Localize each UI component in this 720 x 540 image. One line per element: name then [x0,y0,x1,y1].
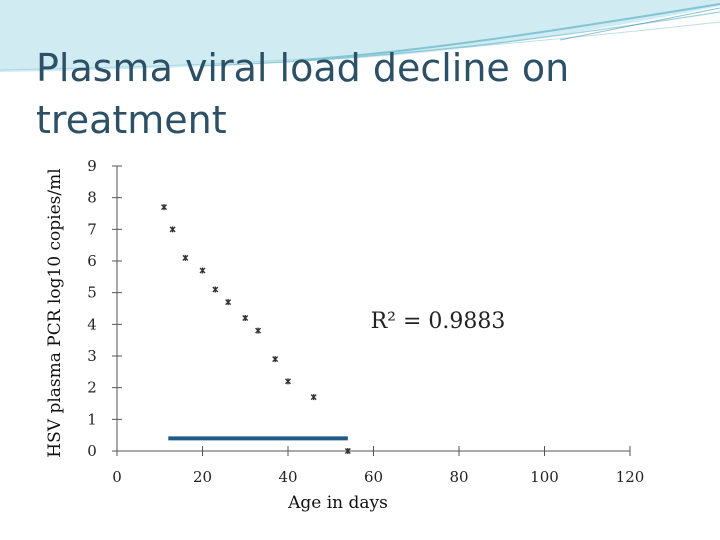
x-tick-label: 60 [364,468,383,486]
y-tick-label: 6 [87,252,97,270]
data-point [344,448,351,454]
y-tick-label: 5 [87,284,97,302]
data-point [161,204,168,211]
data-point [285,378,291,385]
data-point [169,226,176,233]
slide-header-banner [0,0,720,72]
data-point [182,254,189,261]
y-tick-label: 1 [87,410,97,428]
x-tick-label: 0 [112,468,122,486]
data-point [199,267,206,274]
x-axis-title: Age in days [287,493,388,513]
data-point [225,299,232,306]
y-tick-label: 7 [87,220,97,238]
x-tick-label: 100 [530,468,559,486]
chart-labels: Age in days HSV plasma PCR log10 copies/… [45,157,644,513]
chart-marks [161,204,351,454]
x-tick-label: 20 [193,468,212,486]
y-tick-label: 4 [87,315,97,333]
data-point [212,286,219,293]
data-point [242,315,249,321]
y-tick-label: 8 [87,189,97,207]
x-tick-label: 120 [616,468,645,486]
y-axis-title: HSV plasma PCR log10 copies/ml [45,168,65,457]
slide-title: Plasma viral load decline on treatment [36,46,570,142]
data-point [272,356,279,363]
data-point [310,394,317,401]
y-tick-label: 3 [87,347,97,365]
y-tick-label: 0 [87,442,97,460]
chart-axes [112,165,631,456]
data-point [255,327,262,334]
x-tick-label: 40 [278,468,297,486]
x-tick-label: 80 [449,468,468,486]
y-tick-label: 2 [87,379,97,397]
r-squared-annotation: R² = 0.9883 [371,309,506,334]
y-tick-label: 9 [87,157,97,175]
